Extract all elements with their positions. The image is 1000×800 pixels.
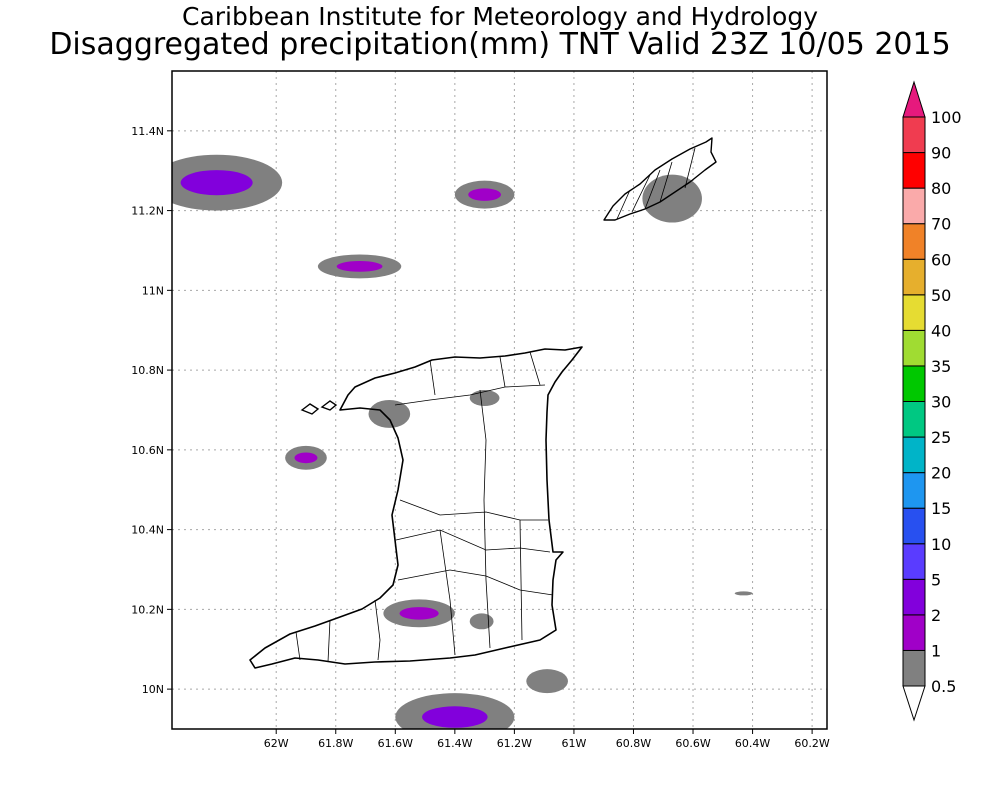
colorbar-swatch bbox=[902, 614, 926, 651]
lon-tick-label: 61.4W bbox=[437, 737, 472, 750]
precip-area bbox=[734, 591, 753, 596]
colorbar-label: 20 bbox=[931, 464, 951, 483]
colorbar-swatch bbox=[902, 116, 926, 154]
colorbar-label: 1 bbox=[931, 641, 941, 660]
lat-tick-label: 10.2N bbox=[131, 603, 164, 616]
precip-area bbox=[469, 390, 500, 406]
precip-area bbox=[469, 613, 494, 630]
colorbar-label: 60 bbox=[931, 250, 951, 269]
land-outlines bbox=[249, 137, 717, 669]
colorbar-label: 2 bbox=[931, 606, 941, 625]
lat-tick-label: 11N bbox=[142, 284, 164, 297]
colorbar-swatch bbox=[902, 152, 926, 189]
lat-tick-label: 10.6N bbox=[131, 444, 164, 457]
colorbar-label: 25 bbox=[931, 428, 951, 447]
colorbar-label: 40 bbox=[931, 321, 951, 340]
colorbar-label: 80 bbox=[931, 179, 951, 198]
precip-core bbox=[422, 706, 488, 728]
colorbar-label: 30 bbox=[931, 393, 951, 412]
lon-tick-label: 60.8W bbox=[616, 737, 651, 750]
internal-boundaries bbox=[295, 147, 696, 663]
colorbar-swatch bbox=[902, 258, 926, 296]
colorbar-label: 35 bbox=[931, 357, 951, 376]
lon-tick-label: 61W bbox=[561, 737, 586, 750]
lon-tick-label: 61.8W bbox=[318, 737, 353, 750]
colorbar-label: 15 bbox=[931, 499, 951, 518]
precip-core bbox=[468, 188, 501, 201]
colorbar-swatch bbox=[902, 401, 926, 438]
colorbar-label: 50 bbox=[931, 286, 951, 305]
lat-tick-label: 10N bbox=[142, 683, 164, 696]
colorbar-label: 70 bbox=[931, 215, 951, 234]
precip-area bbox=[526, 669, 568, 694]
lon-tick-label: 61.6W bbox=[378, 737, 413, 750]
trinidad-island bbox=[249, 346, 583, 669]
precip-area bbox=[642, 174, 702, 223]
colorbar-label: 100 bbox=[931, 108, 962, 127]
lat-tick-label: 11.4N bbox=[131, 125, 164, 138]
colorbar-swatch bbox=[902, 187, 926, 225]
colorbar-swatch bbox=[902, 507, 926, 545]
lon-tick-label: 60.4W bbox=[735, 737, 770, 750]
colorbar-swatch bbox=[902, 543, 926, 580]
colorbar-swatch bbox=[902, 436, 926, 474]
lon-tick-label: 61.2W bbox=[497, 737, 532, 750]
colorbar-top-arrow bbox=[902, 80, 926, 118]
lon-tick-label: 60.6W bbox=[675, 737, 710, 750]
map-frame bbox=[171, 70, 828, 730]
colorbar-swatch bbox=[902, 329, 926, 367]
colorbar-swatch bbox=[902, 365, 926, 402]
axis-ticks: 62W 61.8W 61.6W 61.4W 61.2W 61W 60.8W 60.6W 60.4… bbox=[131, 125, 830, 750]
lon-tick-label: 62W bbox=[264, 737, 289, 750]
colorbar-swatch bbox=[902, 223, 926, 260]
colorbar-swatch bbox=[902, 294, 926, 331]
precipitation-fields bbox=[172, 154, 753, 729]
precip-core bbox=[294, 452, 318, 464]
colorbar-swatch bbox=[902, 649, 926, 687]
title-line-2: Disaggregated precipitation(mm) TNT Vali… bbox=[49, 27, 951, 62]
colorbar-swatch bbox=[902, 472, 926, 509]
precip-area bbox=[368, 400, 411, 428]
colorbar-swatch bbox=[902, 578, 926, 616]
precip-core bbox=[180, 170, 253, 196]
lat-tick-label: 10.8N bbox=[131, 364, 164, 377]
precip-core bbox=[336, 261, 383, 272]
precip-core bbox=[399, 607, 439, 620]
colorbar-label: 0.5 bbox=[931, 677, 956, 696]
colorbar-bottom-arrow bbox=[902, 685, 926, 722]
colorbar-label: 5 bbox=[931, 570, 941, 589]
trinidad-northwest-islets bbox=[300, 400, 338, 415]
title-line-1: Caribbean Institute for Meteorology and … bbox=[182, 2, 818, 31]
lat-tick-label: 11.2N bbox=[131, 205, 164, 218]
colorbar-label: 90 bbox=[931, 144, 951, 163]
grid-lines bbox=[172, 71, 827, 729]
lon-tick-label: 60.2W bbox=[794, 737, 829, 750]
lat-tick-label: 10.4N bbox=[131, 524, 164, 537]
colorbar-label: 10 bbox=[931, 535, 951, 554]
